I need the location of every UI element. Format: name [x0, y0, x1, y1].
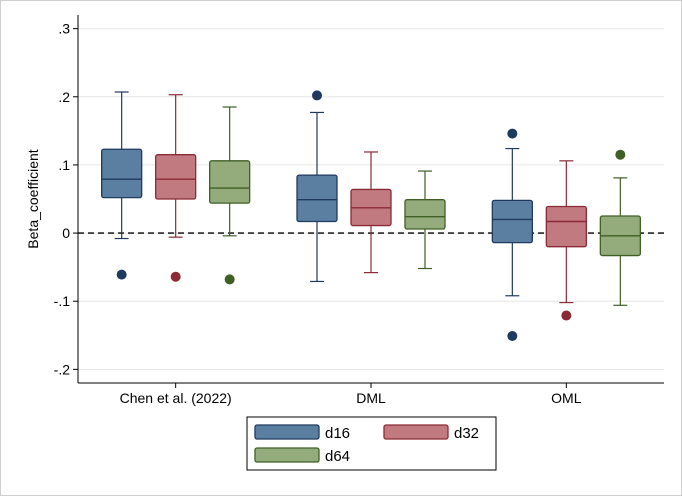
outlier-point — [561, 310, 572, 321]
y-tick-label: .3 — [58, 21, 70, 37]
x-tick-label: DML — [356, 390, 386, 406]
y-tick-label: -.2 — [54, 361, 71, 377]
y-tick-label: 0 — [62, 225, 70, 241]
box-iqr — [404, 199, 446, 230]
box-d16-2 — [491, 128, 533, 341]
box-d32-1 — [350, 151, 392, 274]
outlier-point — [507, 128, 518, 139]
outlier-point — [507, 330, 518, 341]
box-iqr — [209, 160, 251, 204]
legend-swatch-d64 — [254, 447, 320, 463]
axes: -.2 -.1 0 .1 .2 .3 Chen et al. (2022) DML OML — [54, 15, 664, 406]
box-d64-1 — [404, 170, 446, 270]
box-d16-1 — [296, 90, 338, 283]
box-d16-0 — [101, 91, 143, 280]
outlier-point — [224, 274, 235, 285]
box-iqr — [545, 205, 587, 248]
box-d32-2 — [545, 160, 587, 321]
y-tick-label: -.1 — [54, 293, 71, 309]
box-iqr — [491, 199, 533, 244]
y-tick-label: .1 — [58, 157, 70, 173]
legend-label-d16: d16 — [325, 425, 350, 442]
legend: d16 d32 d64 — [246, 416, 497, 471]
x-tick-label: OML — [551, 390, 582, 406]
y-tick-label: .2 — [58, 89, 70, 105]
legend-label-d64: d64 — [325, 448, 350, 465]
box-iqr — [101, 148, 143, 199]
legend-swatch-d32 — [383, 424, 449, 440]
boxes — [101, 90, 641, 341]
outlier-point — [615, 149, 626, 160]
box-iqr — [155, 154, 197, 200]
outlier-point — [116, 269, 127, 280]
outlier-point — [312, 90, 322, 101]
box-d64-0 — [209, 106, 251, 285]
x-tick-label: Chen et al. (2022) — [120, 390, 232, 406]
outlier-point — [170, 271, 181, 282]
box-d64-2 — [599, 149, 641, 306]
y-axis-label: Beta_coefficient — [25, 149, 41, 248]
box-d32-0 — [155, 94, 197, 282]
box-iqr — [296, 174, 338, 223]
legend-label-d32: d32 — [454, 425, 479, 442]
legend-swatch-d16 — [254, 424, 320, 440]
